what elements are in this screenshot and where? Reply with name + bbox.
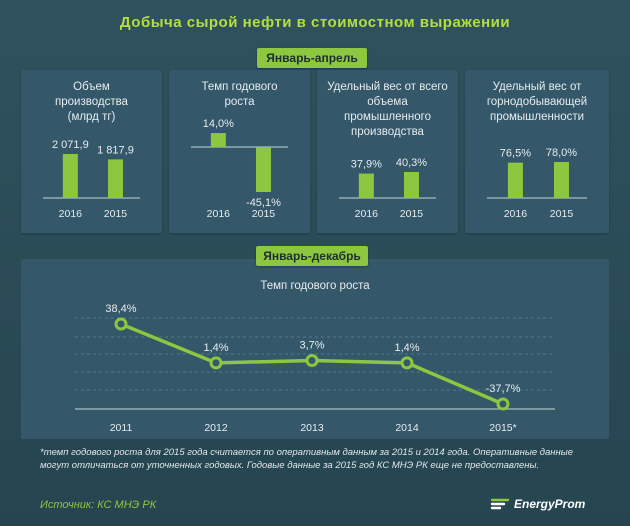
- bar: [62, 154, 78, 198]
- panel-title: Удельный вес от всего объема промышленно…: [327, 81, 448, 138]
- tick-label: 2011: [110, 422, 133, 434]
- data-label: 1 817,9: [97, 144, 134, 156]
- source-text: Источник: КС МНЭ РК: [40, 499, 157, 511]
- page-title: Добыча сырой нефти в стоимостном выражен…: [119, 14, 511, 31]
- tick-label: 2016: [504, 208, 528, 220]
- bar: [507, 162, 523, 198]
- tick-label: 2014: [395, 422, 419, 434]
- panel-title: Удельный вес от горнодобывающей промышле…: [486, 81, 588, 123]
- bar-chart-2: 14,0% 2016 -45,1%2015: [191, 118, 288, 220]
- section-badge-jan-apr: Январь-апрель: [257, 48, 367, 68]
- data-point: [305, 353, 319, 367]
- line-chart-title: Темп годового роста: [260, 280, 370, 292]
- data-label: 37,9%: [351, 159, 382, 171]
- bar: [403, 172, 419, 198]
- footnote: *темп годового роста для 2015 года счита…: [40, 447, 574, 471]
- tick-label: 2015: [252, 208, 276, 220]
- tick-label: 2012: [204, 422, 228, 434]
- bar: [553, 162, 569, 198]
- panel-production-volume: Объем производства (млрд тг) 2 071,9 2016…: [21, 70, 162, 233]
- bar: [107, 159, 123, 198]
- panel-title: Объем производства (млрд тг): [55, 81, 128, 123]
- data-label: 1,4%: [203, 342, 228, 354]
- data-label: 40,3%: [396, 157, 427, 169]
- data-point: [209, 356, 223, 370]
- data-label: 3,7%: [299, 339, 324, 351]
- data-label: 76,5%: [500, 148, 531, 160]
- panel-title: Темп годового роста: [201, 81, 278, 108]
- bar-chart-3: 37,9% 2016 40,3% 2015: [339, 157, 436, 220]
- bar: [210, 133, 226, 147]
- tick-label: 2015: [400, 208, 424, 220]
- data-label: 14,0%: [203, 118, 234, 130]
- data-point: [114, 317, 128, 331]
- energyprom-logo-icon: [490, 498, 510, 510]
- panel-share-mining: Удельный вес от горнодобывающей промышле…: [465, 70, 609, 233]
- bar-chart-1: 2 071,9 2016 1 817,9 2015: [43, 139, 140, 220]
- tick-label: 2015*: [489, 422, 516, 434]
- data-label: -37,7%: [486, 383, 521, 395]
- bar: [358, 173, 374, 198]
- panel-share-industrial: Удельный вес от всего объема промышленно…: [317, 70, 458, 233]
- data-label: 2 071,9: [52, 139, 89, 151]
- data-label: -45,1%: [246, 197, 281, 209]
- bar-chart-4: 76,5% 2016 78,0% 2015: [487, 147, 587, 220]
- data-label: 78,0%: [546, 147, 577, 159]
- logo-text: EnergyProm: [514, 497, 586, 511]
- data-point: [400, 356, 414, 370]
- section-badge-jan-dec: Январь-декабрь: [256, 246, 368, 266]
- data-label: 38,4%: [105, 303, 136, 315]
- tick-label: 2015: [104, 208, 128, 220]
- bar: [255, 147, 271, 192]
- data-point: [496, 397, 510, 411]
- tick-label: 2016: [207, 208, 231, 220]
- tick-label: 2013: [300, 422, 324, 434]
- tick-label: 2016: [355, 208, 379, 220]
- tick-label: 2015: [550, 208, 574, 220]
- tick-label: 2016: [59, 208, 83, 220]
- panel-growth-rate: Темп годового роста 14,0% 2016 -45,1% 2015: [169, 70, 310, 233]
- data-label: 1,4%: [394, 342, 419, 354]
